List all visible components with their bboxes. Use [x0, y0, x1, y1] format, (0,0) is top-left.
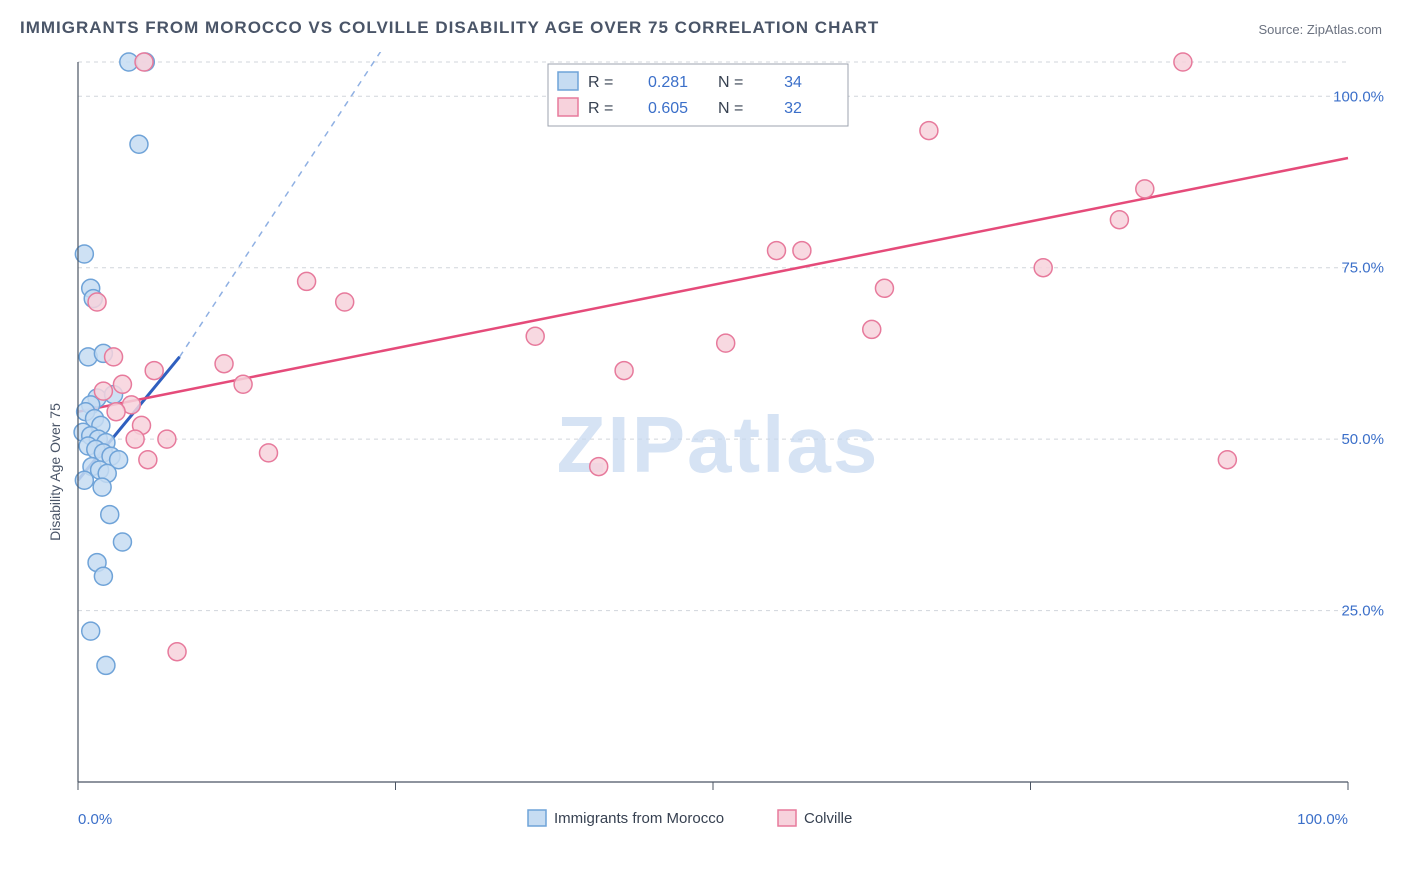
svg-text:0.281: 0.281: [648, 74, 688, 91]
series-legend: Immigrants from Morocco Colville: [528, 810, 852, 827]
svg-text:R =: R =: [588, 74, 613, 91]
chart-title: IMMIGRANTS FROM MOROCCO VS COLVILLE DISA…: [20, 18, 879, 38]
y-axis-label: Disability Age Over 75: [48, 403, 63, 541]
chart-source: Source: ZipAtlas.com: [1258, 22, 1382, 37]
svg-text:N =: N =: [718, 74, 743, 91]
x-ticks: [78, 782, 1348, 790]
svg-text:N =: N =: [718, 100, 743, 117]
x-tick-label-100: 100.0%: [1297, 811, 1348, 828]
x-tick-label-0: 0.0%: [78, 811, 112, 828]
grid-lines: [78, 62, 1348, 611]
svg-text:50.0%: 50.0%: [1341, 431, 1384, 448]
svg-text:75.0%: 75.0%: [1341, 260, 1384, 277]
correlation-scatter-plot: ZIPatlas Disability Age Over 75 0.0% 100…: [48, 52, 1388, 832]
watermark: ZIPatlas: [557, 400, 880, 489]
svg-text:100.0%: 100.0%: [1333, 88, 1384, 105]
scatter-series: [74, 52, 1348, 674]
svg-text:0.605: 0.605: [648, 100, 688, 117]
svg-text:Colville: Colville: [804, 810, 852, 827]
svg-text:34: 34: [784, 74, 802, 91]
y-tick-labels: 25.0% 50.0% 75.0% 100.0%: [1333, 88, 1384, 619]
svg-text:R =: R =: [588, 100, 613, 117]
correlation-legend: R = 0.281 N = 34 R = 0.605 N = 32: [548, 64, 848, 126]
svg-text:32: 32: [784, 100, 802, 117]
svg-text:Immigrants from Morocco: Immigrants from Morocco: [554, 810, 724, 827]
svg-text:25.0%: 25.0%: [1341, 603, 1384, 620]
